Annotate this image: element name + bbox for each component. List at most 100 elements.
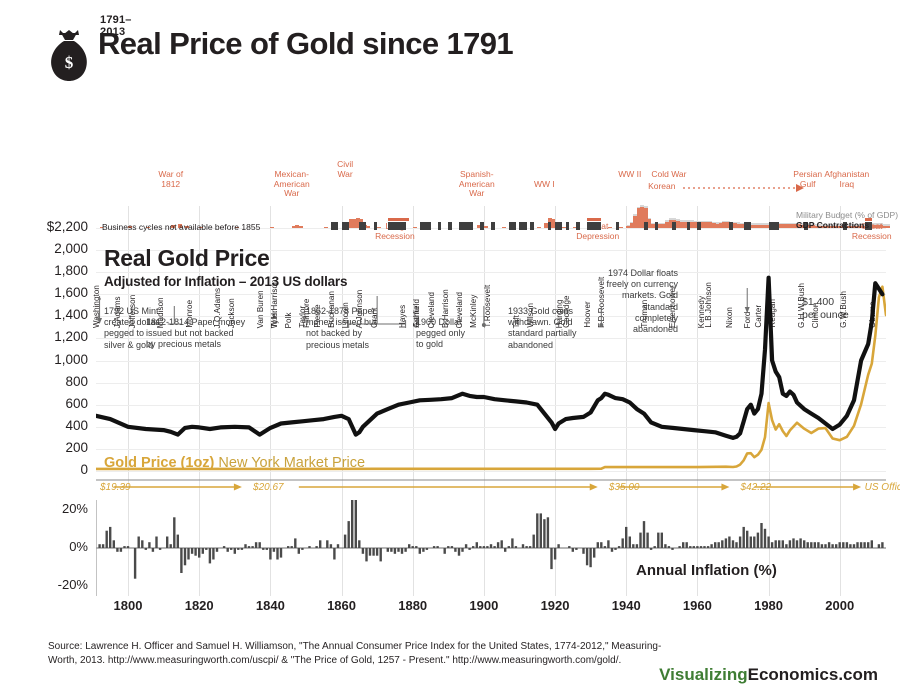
war-label-civil: Civil War xyxy=(337,159,354,179)
war-label-ww-ii: WW II xyxy=(618,169,642,179)
military-budget-bar xyxy=(740,224,744,228)
gdp-contraction-bar xyxy=(768,222,773,230)
military-budget-bar xyxy=(829,226,833,228)
gdp-contraction-bar xyxy=(743,222,751,230)
y-axis-tick: 0 xyxy=(80,462,88,477)
gdp-contraction-bar xyxy=(843,222,847,230)
military-budget-bar xyxy=(145,226,150,228)
gridline-horizontal xyxy=(96,316,886,318)
gdp-contraction-bar xyxy=(804,222,808,230)
military-budget-bar xyxy=(786,224,791,228)
y-axis-tick: 1,800 xyxy=(54,263,88,279)
business-cycle-note: Business cycles not available before 185… xyxy=(102,222,261,232)
military-budget-bar xyxy=(718,223,723,228)
military-budget-bar xyxy=(736,223,741,228)
military-budget-bar xyxy=(633,215,638,228)
military-budget-bar xyxy=(886,225,890,228)
military-budget-bar xyxy=(832,226,837,228)
military-budget-bar xyxy=(757,224,762,228)
military-budget-bar xyxy=(184,225,189,228)
x-axis-tick: 2000 xyxy=(825,598,855,613)
x-axis-tick: 1880 xyxy=(398,598,428,613)
military-budget-bar xyxy=(676,220,680,228)
military-budget-bar xyxy=(807,224,812,228)
military-budget-bar xyxy=(800,224,805,228)
military-budget-bar xyxy=(782,224,787,228)
military-budget-bar xyxy=(99,226,104,228)
y-axis-tick: 2,000 xyxy=(54,241,88,257)
military-budget-bar xyxy=(679,221,684,228)
war-label-war-of: War of 1812 xyxy=(158,169,184,189)
military-budget-bar xyxy=(882,225,887,228)
x-axis-tick: 1860 xyxy=(327,598,356,613)
military-budget-bar xyxy=(199,226,204,228)
gridline-vertical xyxy=(341,206,343,596)
military-budget-bar xyxy=(779,224,784,228)
military-budget-bar xyxy=(821,225,826,228)
gdp-contraction-bar xyxy=(686,222,691,230)
gdp-contraction-bar xyxy=(519,222,527,230)
military-budget-bar xyxy=(825,226,830,228)
gdp-contraction-bar xyxy=(466,222,474,230)
us-official-price-label: US Official Price xyxy=(864,482,900,493)
military-budget-bar xyxy=(704,222,709,228)
gridline-vertical xyxy=(128,206,130,596)
y-axis-tick: 600 xyxy=(65,395,88,411)
chart-subtitle: Adjusted for Inflation – 2013 US dollars xyxy=(104,274,348,289)
military-budget-bar xyxy=(298,225,303,228)
war-label-persian: Persian Gulf xyxy=(793,169,823,189)
military-budget-bar xyxy=(608,226,613,228)
military-budget-bar xyxy=(875,224,880,228)
military-budget-bar xyxy=(234,226,239,228)
source-citation: Source: Lawrence H. Officer and Samuel H… xyxy=(48,641,662,666)
gdp-contraction-bar xyxy=(480,222,484,230)
gdp-contraction-bar xyxy=(508,222,516,230)
war-label-ww-i: WW I xyxy=(533,179,555,189)
military-budget-bar xyxy=(750,224,755,228)
military-budget-bar xyxy=(366,226,371,228)
x-axis-tick: 1980 xyxy=(754,598,784,613)
military-budget-bar xyxy=(853,225,858,228)
military-budget-bar xyxy=(377,226,382,228)
gdp-contraction-bar xyxy=(458,222,467,230)
gdp-contraction-bar xyxy=(547,222,552,230)
gridline-vertical xyxy=(768,206,770,596)
military-budget-bar xyxy=(661,224,666,228)
gridline-horizontal xyxy=(96,294,886,296)
money-bag-icon: $ xyxy=(51,30,87,81)
gdp-contraction-bar xyxy=(565,222,570,230)
chart-area: Washington J.Adams Jefferson Madison Monroe J… xyxy=(47,110,900,613)
inflation-y-axis-tick: 0% xyxy=(69,539,88,554)
military-budget-bar xyxy=(501,226,506,228)
military-budget-bar xyxy=(619,226,623,228)
military-budget-bar xyxy=(562,226,567,228)
gdp-contraction-bar xyxy=(576,222,580,230)
y-axis-tick: 200 xyxy=(65,439,88,455)
gridline-horizontal xyxy=(96,338,886,340)
date-range-kicker: 1791–2013 xyxy=(100,14,132,38)
military-budget-bar xyxy=(658,224,663,228)
brand-logo[interactable]: VisualizingEconomics.com xyxy=(659,665,878,685)
page-title: Real Price of Gold since 1791 xyxy=(98,26,514,61)
military-budget-bar xyxy=(572,226,577,228)
recession-span-bar xyxy=(864,218,872,221)
military-budget-bar xyxy=(647,219,652,228)
military-budget-bar xyxy=(270,226,275,228)
military-budget-bar xyxy=(483,226,488,228)
gdp-contraction-bar xyxy=(373,222,378,230)
military-budget-bar xyxy=(850,225,855,228)
x-axis-tick: 1920 xyxy=(540,598,570,613)
gold-price-legend: Gold Price (1oz) New York Market Price xyxy=(104,455,365,471)
inflation-chart-title: Annual Inflation (%) xyxy=(636,562,777,579)
cold-war-arrow xyxy=(683,184,805,192)
gridline-vertical xyxy=(839,206,841,596)
chart-title: Real Gold Price xyxy=(104,245,270,271)
military-budget-bar xyxy=(636,208,641,228)
gridline-horizontal xyxy=(96,426,886,428)
gridline-horizontal xyxy=(96,471,886,472)
x-axis-tick: 1900 xyxy=(469,598,499,613)
military-budget-bar xyxy=(818,225,823,228)
military-budget-bar xyxy=(128,226,132,228)
gdp-contraction-bar xyxy=(437,222,442,230)
gdp-contraction-bar xyxy=(530,222,534,230)
